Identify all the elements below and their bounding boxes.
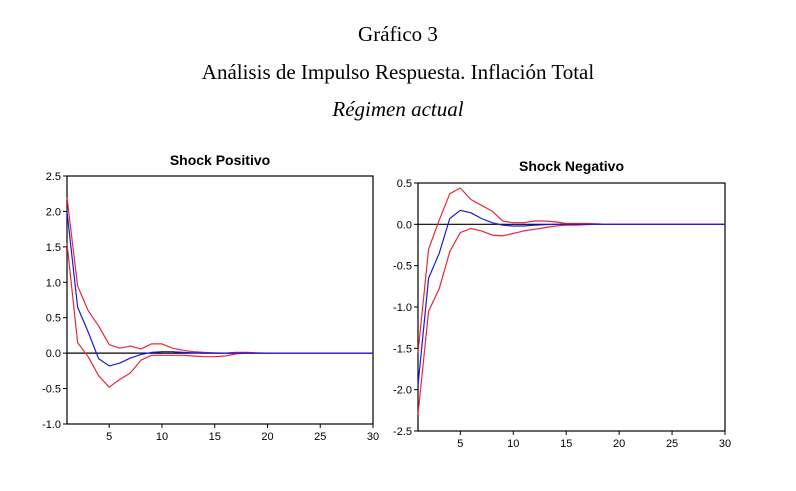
y-tick-label: 2.0 [46,206,61,218]
x-tick-label: 15 [209,431,221,443]
y-tick-label: -0.5 [393,261,412,273]
y-tick-label: 2.5 [46,171,61,183]
series-response-line [417,209,725,386]
x-tick-label: 30 [719,438,731,450]
y-tick-label: 1.0 [46,277,61,289]
y-tick-label: 1.5 [46,242,61,254]
chart-title: Shock Positivo [170,152,270,168]
plot-frame [417,182,726,432]
y-tick-label: -1.0 [42,419,61,431]
x-tick-label: 25 [314,431,326,443]
series-upper-band-line [417,187,725,353]
chart-title: Shock Negativo [519,158,624,174]
y-tick-label: 0.5 [46,313,61,325]
x-tick-label: 20 [613,438,625,450]
y-tick-label: -0.5 [42,384,61,396]
plot-frame [66,175,374,425]
figure-caption: Régimen actual [332,97,464,121]
y-tick-label: 0.0 [397,219,412,231]
figure-title: Gráfico 3 [358,22,438,46]
x-tick-label: 25 [666,438,678,450]
x-tick-label: 30 [367,431,379,443]
x-tick-label: 15 [560,438,572,450]
x-tick-label: 10 [507,438,519,450]
x-tick-label: 5 [106,431,112,443]
x-tick-label: 5 [457,438,463,450]
series-response-line [66,211,373,367]
x-tick-label: 20 [261,431,273,443]
series-lower-band-line [417,223,725,415]
y-tick-label: 0.5 [397,178,412,190]
y-tick-label: 0.0 [46,348,61,360]
figure-subtitle: Análisis de Impulso Respuesta. Inflación… [201,60,595,84]
y-tick-label: -1.0 [393,302,412,314]
x-tick-label: 10 [156,431,168,443]
y-tick-label: -2.5 [393,426,412,438]
y-tick-label: -2.0 [393,385,412,397]
y-tick-label: -1.5 [393,343,412,355]
